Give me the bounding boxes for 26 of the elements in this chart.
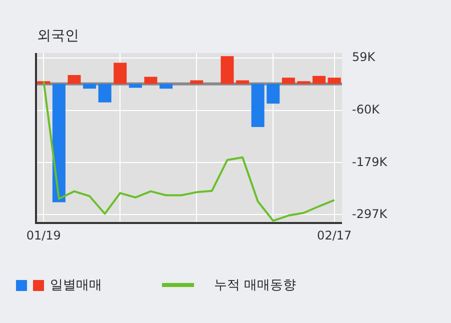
bar [251, 84, 264, 127]
bar [297, 81, 310, 84]
legend-label: 누적 매매동향 [214, 277, 296, 294]
bar [68, 75, 81, 84]
bar [282, 78, 295, 84]
x-tick-label: 02/17 [317, 228, 352, 242]
chart-title: 외국인 [37, 27, 79, 45]
bar [266, 84, 280, 104]
bar [128, 84, 142, 88]
bar [114, 62, 127, 84]
y-tick-label: -297K [352, 206, 388, 221]
bar [236, 80, 250, 84]
bar [328, 78, 341, 84]
y-tick-label: 59K [352, 50, 376, 64]
bar [52, 84, 66, 202]
y-tick-label: -179K [352, 154, 388, 169]
y-tick-label: -60K [352, 102, 381, 116]
bar [220, 56, 234, 84]
legend-label: 일별매매 [50, 277, 102, 294]
x-tick-label: 01/19 [26, 228, 61, 242]
bar [160, 84, 173, 89]
bar [312, 76, 326, 84]
bar [144, 76, 158, 84]
bar [190, 80, 204, 84]
bar [83, 84, 96, 89]
bar [98, 84, 112, 102]
